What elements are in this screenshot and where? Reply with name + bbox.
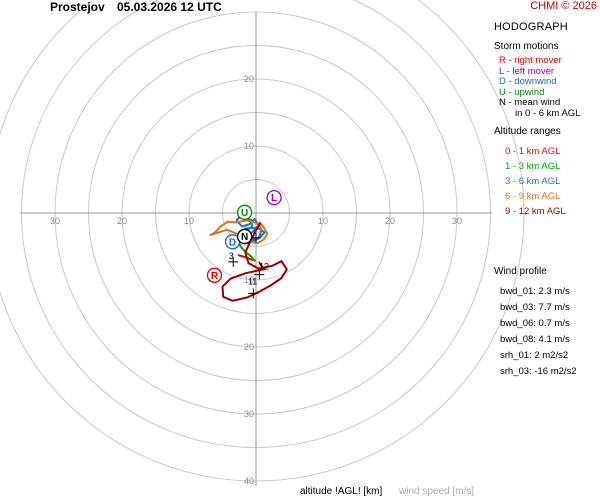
storm-motions-title: Storm motions: [494, 41, 559, 52]
tick-label-right-10: 10: [318, 216, 328, 226]
tick-label-right-30: 30: [452, 216, 462, 226]
tick-label-down-30: 30: [244, 409, 254, 419]
datetime-label: 05.03.2026 12 UTC: [117, 0, 222, 14]
srh-03-value: srh_03: -16 m2/s2: [500, 366, 577, 377]
bwd-03-value: bwd_03: 7.7 m/s: [500, 302, 570, 313]
wind-profile-title: Wind profile: [494, 266, 547, 277]
cross-marker-3: [251, 232, 261, 243]
storm-marker-d: D: [224, 234, 241, 250]
altitude-range-0-1: 0 - 1 km AGL: [505, 146, 561, 157]
cross-marker-0: [254, 269, 265, 280]
cross-markers: [228, 232, 265, 299]
storm-marker-r: R: [206, 267, 223, 283]
storm-motion-item-n-layer: in 0 - 6 km AGL: [515, 107, 581, 119]
altitude-ranges-title: Altitude ranges: [494, 126, 561, 137]
tick-label-down-40: 40: [244, 476, 254, 486]
storm-marker-label-d: D: [229, 237, 236, 248]
altitude-range-1-3: 1 - 3 km AGL: [505, 161, 561, 172]
tick-label-right-20: 20: [385, 216, 395, 226]
altitude-range-6-9: 6 - 9 km AGL: [505, 191, 561, 202]
altitude-range-3-6: 3 - 6 km AGL: [505, 176, 561, 187]
altitude-unit-label: altitude !AGL! [km]: [300, 486, 383, 497]
storm-motion-item-l: L - left mover: [499, 65, 555, 77]
storm-marker-l: L: [266, 189, 282, 206]
storm-marker-label-r: R: [211, 271, 219, 282]
hodograph-traces: [209, 214, 288, 302]
altitude-label-12: 12: [259, 261, 269, 271]
windspeed-unit-label: wind speed [m/s]: [399, 486, 475, 497]
storm-motion-item-n: N - mean wind: [499, 97, 561, 108]
storm-marker-circle-r: [206, 267, 223, 283]
storm-motion-item-u: U - upwind: [499, 86, 545, 98]
altitude-ranges-list: 0 - 1 km AGL 1 - 3 km AGL 3 - 6 km AGL 6…: [505, 144, 566, 219]
storm-marker-n: N: [236, 228, 253, 245]
altitude-range-9-12: 9 - 12 km AGL: [505, 206, 566, 217]
station-name: Prostejov: [50, 0, 105, 14]
ring-tick-labels: 10 20 10 20 30 40 10 20 30 10 20 30: [50, 74, 462, 486]
panel-title: HODOGRAPH: [494, 21, 568, 33]
bwd-08-value: bwd_08: 4.1 m/s: [500, 334, 570, 345]
tick-label-up-20: 20: [244, 74, 254, 84]
tick-label-down-10: 10: [244, 275, 254, 285]
tick-label-up-10: 10: [244, 141, 254, 151]
altitude-label-3: 3: [229, 251, 234, 261]
cross-marker-1: [248, 288, 259, 299]
storm-marker-label-n: N: [241, 232, 248, 243]
bwd-list: bwd_01: 2.3 m/s bwd_03: 7.7 m/s bwd_06: …: [500, 284, 570, 348]
tick-label-left-10: 10: [184, 216, 194, 226]
storm-marker-label-l: L: [271, 193, 277, 204]
bwd-01-value: bwd_01: 2.3 m/s: [500, 286, 570, 297]
storm-marker-label-u: U: [241, 208, 248, 219]
hodograph-axes: [20, 12, 492, 486]
trace-9-12-km-agl: [221, 222, 288, 302]
storm-motion-item-r: R - right mover: [499, 55, 562, 66]
tick-label-left-30: 30: [50, 216, 60, 226]
storm-marker-circle-u: [236, 204, 253, 220]
storm-marker-circle-l: [266, 189, 282, 206]
cross-marker-2: [228, 256, 239, 267]
storm-motions-list: R - right mover L - left mover D - downw…: [499, 55, 581, 119]
tick-label-down-20: 20: [244, 342, 254, 352]
srh-list: srh_01: 2 m2/s2 srh_03: -16 m2/s2: [500, 348, 577, 380]
altitude-label-11: 11: [248, 277, 257, 287]
credit-label: CHMI © 2026: [530, 0, 597, 12]
bwd-06-value: bwd_06: 0.7 m/s: [500, 318, 570, 329]
tick-label-left-20: 20: [117, 216, 127, 226]
storm-marker-u: U: [236, 204, 253, 220]
storm-motion-item-d: D - downwind: [499, 76, 557, 87]
trace-6-9-km-agl: [209, 219, 269, 245]
storm-marker-circle-n: [236, 228, 253, 245]
srh-01-value: srh_01: 2 m2/s2: [500, 350, 569, 361]
storm-motion-markers: R L D U N: [206, 189, 282, 283]
